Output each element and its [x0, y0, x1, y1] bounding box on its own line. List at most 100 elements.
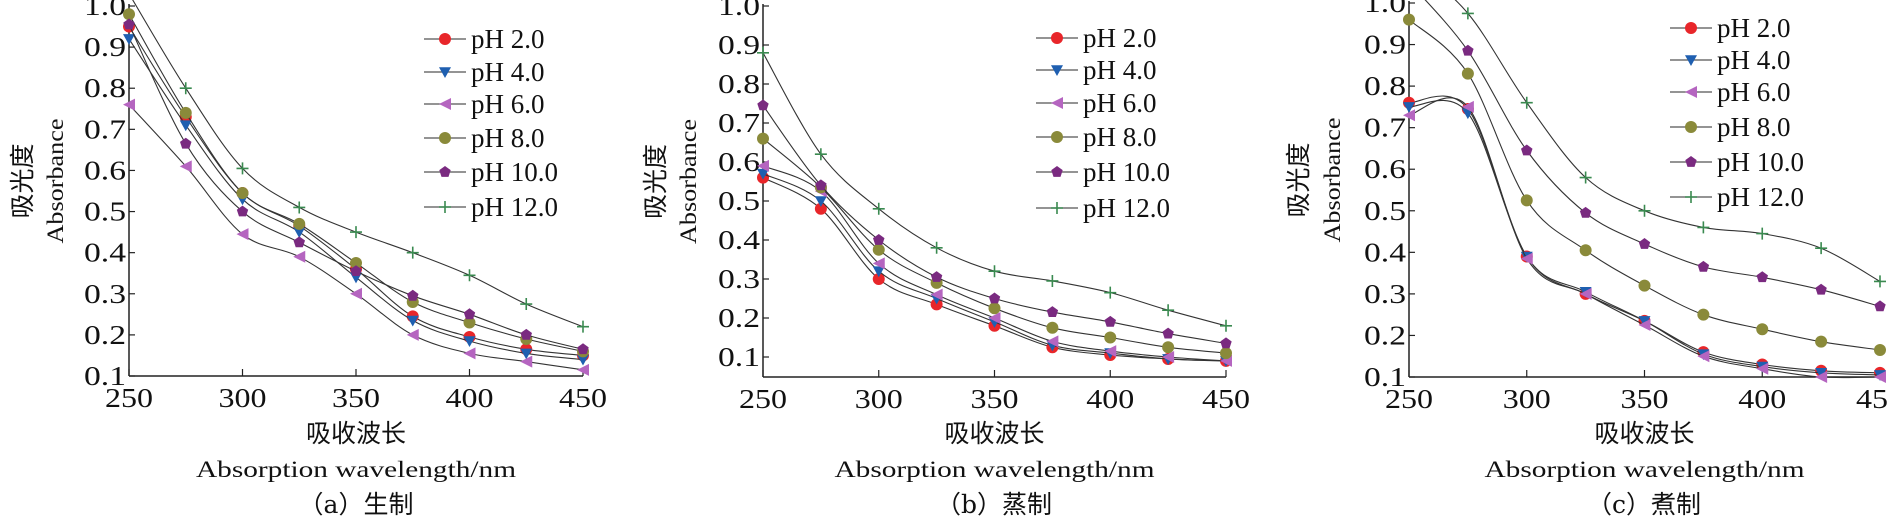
legend-entry: pH 6.0: [424, 89, 545, 119]
panel-c: 0.1 0.2 0.3 0.4 0.5 0.6 0.7 0.8 0.9 1.0 250 300 350 4…: [1284, 0, 1888, 519]
y-tick-label: 1.0: [718, 0, 760, 21]
x-tick-label: 400: [1086, 384, 1134, 414]
data-point-triangle-left: [1104, 345, 1117, 358]
series-line: [1408, 95, 1881, 374]
data-point-triangle-left: [930, 288, 943, 301]
series-ph-100: [123, 18, 589, 355]
legend-marker-pentagon: [1685, 156, 1697, 167]
y-tick-label: 0.5: [718, 186, 760, 216]
panel-b: 0.1 0.2 0.3 0.4 0.5 0.6 0.7 0.8 0.9 1.0 250 300 350 4…: [641, 0, 1250, 519]
series-line: [132, 0, 584, 328]
data-point-pentagon: [1638, 238, 1651, 249]
x-tick-label: 300: [219, 383, 267, 413]
legend-entry: pH 8.0: [424, 123, 545, 153]
data-point-triangle-left: [406, 328, 419, 341]
x-axis-label: Absorption wavelength/nm: [196, 457, 516, 482]
plot-area: [757, 46, 1232, 367]
x-tick-label: 450: [559, 383, 607, 413]
legend-marker-circle: [439, 132, 451, 144]
data-point-circle: [872, 243, 885, 256]
legend-label: pH 12.0: [471, 192, 558, 222]
data-point-triangle-down: [179, 120, 192, 132]
y-tick-label: 0.9: [84, 32, 126, 62]
series-ph-80: [1403, 13, 1886, 356]
legend-label: pH 6.0: [1083, 88, 1157, 118]
data-point-plus: [1697, 221, 1710, 234]
series-line: [1408, 100, 1881, 376]
data-point-triangle-down: [757, 168, 769, 180]
data-point-triangle-left: [1046, 335, 1059, 348]
data-point-pentagon: [123, 18, 135, 30]
data-point-triangle-left: [577, 363, 589, 376]
legend-label: pH 2.0: [471, 24, 545, 54]
legend-marker-circle: [1051, 32, 1063, 44]
legend-entry: pH 10.0: [1670, 147, 1804, 177]
legend-entry: pH 12.0: [1670, 182, 1804, 212]
y-tick-label: 0.4: [718, 225, 761, 255]
y-tick-label: 1.0: [1364, 0, 1406, 18]
series-ph-60: [1403, 97, 1886, 383]
x-axis-label: Absorption wavelength/nm: [1485, 457, 1805, 482]
data-point-plus: [293, 201, 306, 214]
data-point-triangle-down: [463, 336, 476, 348]
data-point-plus: [1638, 204, 1651, 217]
y-tick-label: 0.2: [84, 320, 126, 350]
data-point-pentagon: [815, 179, 827, 191]
y-tick-label: 0.6: [718, 147, 760, 177]
series-line: [128, 104, 584, 371]
legend-entry: pH 8.0: [1670, 112, 1791, 142]
x-axis-label: Absorption wavelength/nm: [835, 457, 1155, 482]
legend-label: pH 12.0: [1717, 182, 1804, 212]
data-point-plus: [1104, 286, 1117, 299]
series-ph-100: [1424, 0, 1886, 312]
x-axis-label-cn: 吸收波长: [306, 419, 406, 448]
legend-entry: pH 12.0: [424, 192, 558, 222]
data-point-circle: [1403, 13, 1415, 26]
plot-area: [123, 0, 589, 376]
legend-entry: pH 10.0: [1036, 157, 1170, 187]
legend-marker-plus: [439, 201, 451, 213]
data-point-circle: [463, 316, 476, 329]
series-line: [1408, 97, 1881, 379]
legend-label: pH 10.0: [471, 157, 558, 187]
series-ph-120: [1454, 0, 1886, 288]
legend-entry: pH 12.0: [1036, 193, 1170, 223]
y-tick-label: 0.3: [718, 264, 760, 294]
data-point-triangle-left: [179, 160, 192, 173]
legend-entry: pH 6.0: [1670, 77, 1791, 107]
data-point-triangle-left: [757, 159, 769, 172]
data-point-plus: [350, 226, 362, 239]
y-tick-label: 0.1: [1364, 362, 1406, 392]
series-line: [762, 165, 1227, 362]
legend-marker-plus: [1685, 191, 1697, 203]
data-point-pentagon: [293, 236, 305, 248]
series-line: [128, 38, 584, 361]
data-point-plus: [1874, 275, 1886, 288]
legend-label: pH 6.0: [471, 89, 545, 119]
series-line: [762, 177, 1227, 362]
panel-a: 0.1 0.2 0.3 0.4 0.5 0.6 0.7 0.8 0.9 1.0 250 300 350 4…: [8, 0, 607, 519]
data-point-plus: [520, 298, 533, 311]
series-ph-80: [123, 8, 589, 358]
legend-label: pH 8.0: [1083, 122, 1157, 152]
y-tick-label: 0.4: [84, 238, 127, 268]
series-ph-120: [757, 46, 1232, 332]
y-tick-label: 0.6: [84, 155, 126, 185]
data-point-circle: [350, 256, 362, 269]
data-point-triangle-left: [988, 312, 1001, 324]
legend-marker-triangle-down: [439, 67, 451, 78]
data-point-pentagon: [1462, 44, 1474, 56]
series-line: [762, 105, 1227, 344]
data-point-pentagon: [757, 99, 769, 111]
data-point-circle: [123, 8, 135, 21]
y-tick-label: 1.0: [84, 0, 126, 21]
series-line: [762, 173, 1227, 362]
y-tick-label: 0.9: [1364, 30, 1406, 60]
series-line: [1454, 0, 1881, 282]
data-point-pentagon: [1521, 144, 1533, 156]
data-point-circle: [1874, 343, 1886, 356]
plot-area: [1403, 0, 1886, 383]
data-point-pentagon: [350, 265, 362, 276]
data-point-pentagon: [1815, 283, 1827, 295]
data-point-triangle-left: [1697, 350, 1710, 363]
